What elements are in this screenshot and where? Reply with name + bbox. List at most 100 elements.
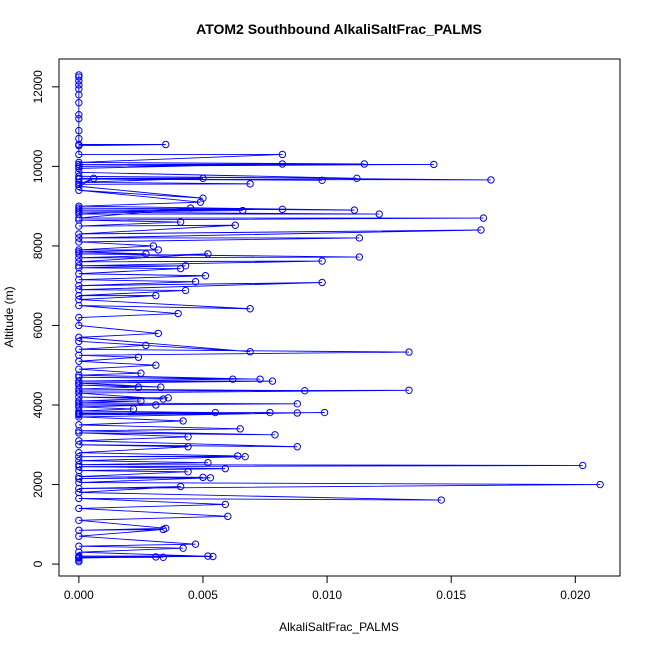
data-point	[199, 174, 207, 183]
data-point	[129, 405, 138, 413]
data-point	[204, 458, 212, 467]
data-point	[375, 210, 383, 218]
data-point	[75, 81, 83, 89]
data-point	[360, 160, 369, 168]
data-point	[271, 431, 279, 439]
data-point	[231, 221, 239, 229]
data-point	[152, 291, 160, 300]
data-point	[142, 250, 150, 258]
chart-title: ATOM2 Southbound AlkaliSaltFrac_PALMS	[196, 21, 482, 37]
x-tick-label: 0.000	[64, 588, 94, 602]
data-point	[184, 468, 192, 476]
data-point	[75, 214, 83, 222]
data-point	[75, 99, 83, 107]
data-point	[350, 206, 359, 214]
data-point	[246, 180, 254, 188]
data-point	[75, 399, 83, 407]
data-point	[75, 474, 83, 483]
data-point	[191, 540, 200, 548]
data-point	[199, 473, 207, 482]
data-point	[164, 394, 172, 402]
x-tick-label: 0.020	[560, 588, 590, 602]
data-point	[137, 397, 145, 405]
y-axis: 0 2000 4000 6000 8000 10000 12000	[31, 70, 60, 567]
x-axis: 0.000 0.005 0.010 0.015 0.020	[64, 575, 591, 602]
data-point	[196, 198, 205, 206]
x-axis-label: AlkaliSaltFrac_PALMS	[279, 620, 399, 634]
series-layer	[75, 71, 604, 566]
data-point	[75, 230, 83, 238]
data-point	[75, 389, 83, 397]
x-tick-label: 0.010	[312, 588, 342, 602]
data-point	[301, 386, 309, 395]
data-point	[75, 484, 83, 493]
data-point	[437, 496, 445, 504]
data-point	[75, 73, 83, 81]
data-point	[75, 262, 83, 270]
data-point	[477, 226, 485, 234]
data-point	[75, 142, 83, 150]
data-point	[75, 429, 83, 437]
data-point	[75, 452, 83, 461]
data-point	[75, 516, 83, 525]
data-point	[75, 77, 83, 85]
data-point	[154, 329, 162, 338]
data-point	[75, 164, 83, 173]
data-point	[229, 375, 237, 383]
data-point	[179, 417, 187, 425]
data-point	[75, 557, 83, 566]
data-point	[75, 110, 83, 119]
data-point	[266, 408, 274, 417]
data-point	[174, 309, 182, 318]
y-tick-label: 0	[31, 560, 45, 567]
data-point	[75, 126, 83, 135]
data-point	[75, 504, 83, 513]
data-point	[157, 383, 165, 391]
data-point	[134, 383, 143, 391]
data-point	[75, 321, 83, 330]
data-point	[75, 281, 83, 290]
data-point	[75, 301, 83, 310]
data-point	[75, 246, 83, 254]
data-point	[90, 174, 98, 183]
x-tick-label: 0.015	[436, 588, 466, 602]
data-point	[75, 178, 83, 186]
data-point	[176, 218, 185, 226]
data-point	[209, 552, 217, 561]
data-point	[293, 400, 301, 408]
data-point	[75, 186, 83, 194]
data-point	[256, 375, 264, 383]
data-point	[293, 409, 301, 417]
data-point	[75, 333, 83, 342]
data-point	[224, 512, 232, 521]
data-point	[318, 278, 326, 287]
data-point	[320, 408, 329, 417]
data-point	[278, 160, 287, 168]
data-point	[206, 474, 215, 482]
y-tick-label: 10000	[31, 149, 45, 183]
data-point	[405, 348, 413, 356]
data-point	[75, 357, 83, 365]
data-point	[246, 348, 254, 356]
data-point	[75, 238, 83, 246]
data-point	[75, 160, 83, 169]
data-point	[204, 552, 212, 560]
data-point	[75, 532, 83, 540]
data-point	[430, 160, 438, 169]
plot-area	[75, 71, 604, 566]
data-point	[159, 395, 167, 403]
data-point	[579, 461, 587, 470]
data-point	[152, 401, 160, 409]
data-point	[176, 482, 185, 491]
data-point	[152, 553, 160, 561]
series-line	[77, 74, 601, 562]
data-point	[75, 291, 83, 300]
x-tick-label: 0.005	[188, 588, 218, 602]
data-point	[238, 206, 247, 215]
data-point	[181, 286, 190, 295]
data-point	[405, 386, 413, 394]
data-point	[353, 174, 361, 183]
data-point	[75, 427, 83, 435]
data-point	[75, 250, 83, 258]
